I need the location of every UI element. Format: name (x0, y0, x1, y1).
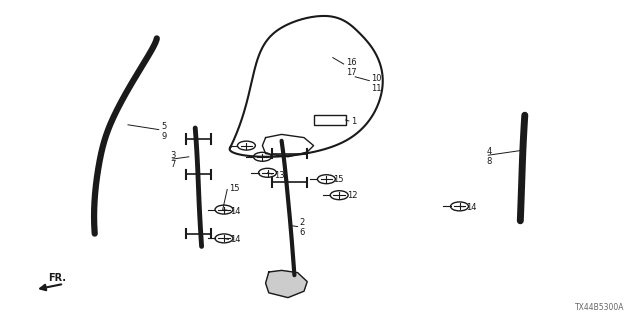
Text: FR.: FR. (48, 273, 66, 283)
Text: 5
9: 5 9 (161, 122, 166, 140)
Text: 15: 15 (333, 175, 343, 184)
Text: TX44B5300A: TX44B5300A (575, 303, 624, 312)
Text: 15: 15 (229, 184, 239, 193)
Bar (314, 115, 346, 125)
Text: 2
6: 2 6 (300, 219, 305, 237)
Text: 14: 14 (230, 236, 241, 244)
Text: 14: 14 (466, 203, 476, 212)
Polygon shape (266, 270, 307, 298)
Text: 10
11: 10 11 (371, 74, 381, 92)
Text: 1: 1 (351, 117, 356, 126)
Text: 4
8: 4 8 (486, 148, 492, 166)
Text: 14: 14 (230, 207, 241, 216)
Text: 16
17: 16 17 (346, 58, 356, 76)
Text: 3
7: 3 7 (170, 151, 175, 169)
Text: 12: 12 (347, 191, 357, 200)
Text: 13: 13 (274, 171, 285, 180)
